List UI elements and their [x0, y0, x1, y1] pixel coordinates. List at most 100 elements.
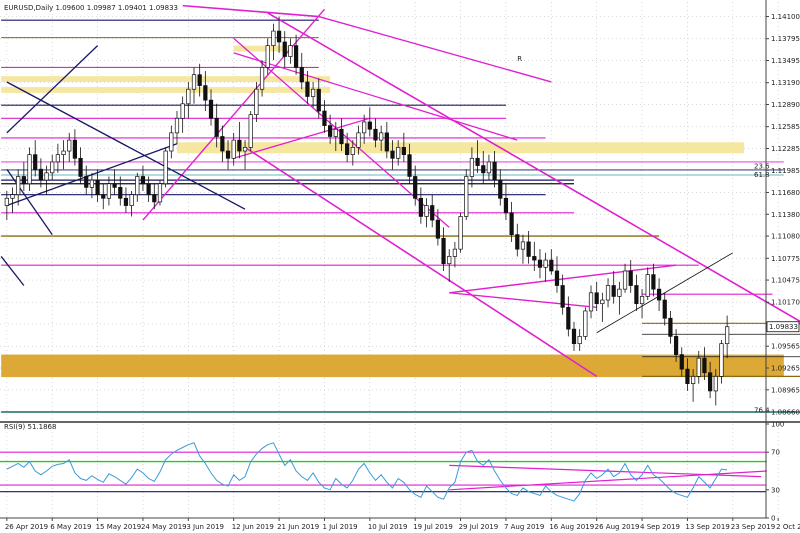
candle-up — [135, 176, 140, 195]
candle-up — [157, 183, 163, 203]
candle-down — [95, 179, 100, 195]
candle-up — [543, 259, 548, 268]
candle-up — [520, 241, 526, 250]
trend-line — [233, 117, 371, 159]
trend-line — [182, 4, 319, 18]
candle-up — [469, 157, 475, 177]
candle-down — [435, 219, 440, 239]
trend-line — [449, 292, 597, 308]
candle-down — [197, 74, 202, 86]
candle-up — [248, 114, 253, 148]
candle-up — [16, 176, 21, 195]
candle-up — [725, 326, 730, 345]
y-tick-label: 1.14100 — [771, 13, 800, 21]
candle-down — [367, 121, 372, 130]
candle-down — [679, 354, 684, 370]
resistance-zone — [176, 142, 745, 154]
candle-up — [55, 154, 60, 163]
candle-up — [259, 67, 265, 90]
x-tick-label: 7 Aug 2019 — [504, 523, 544, 531]
candle-down — [328, 125, 333, 137]
candle-down — [112, 183, 117, 188]
candle-up — [61, 150, 66, 156]
y-tick-label: 1.10475 — [771, 277, 800, 285]
trend-line — [142, 8, 325, 221]
resistance-zone — [233, 45, 291, 52]
candle-up — [288, 45, 293, 57]
y-tick-label: 1.10775 — [771, 255, 800, 263]
candle-up — [458, 216, 463, 250]
candle-down — [78, 157, 83, 177]
candle-up — [356, 132, 361, 148]
candle-up — [379, 132, 384, 141]
candle-down — [123, 197, 129, 206]
x-tick-label: 13 Sep 2019 — [685, 523, 729, 531]
candle-up — [67, 139, 72, 152]
candle-up — [486, 161, 492, 174]
y-tick-label: 1.08660 — [771, 409, 800, 417]
y-tick-label: 1.09265 — [771, 365, 800, 373]
pattern-label: R — [517, 55, 522, 63]
rsi-tick-label: 100 — [771, 421, 784, 429]
candle-up — [424, 205, 429, 217]
candle-down — [299, 67, 304, 83]
candle-down — [203, 85, 208, 101]
x-tick-label: 23 Sep 2019 — [731, 523, 775, 531]
y-tick-label: 1.11080 — [771, 233, 800, 241]
candle-up — [452, 248, 458, 257]
candle-down — [293, 45, 299, 68]
y-tick-label: 1.12585 — [771, 123, 800, 131]
candle-up — [4, 197, 9, 206]
candle-up — [89, 179, 95, 188]
y-tick-label: 1.13795 — [771, 35, 800, 43]
candle-up — [106, 183, 112, 199]
x-tick-label: 26 Aug 2019 — [595, 523, 640, 531]
x-tick-label: 12 Jun 2019 — [232, 523, 274, 531]
symbol-header: EURUSD,Daily 1.09600 1.09987 1.09401 1.0… — [4, 4, 178, 12]
candle-down — [282, 41, 287, 57]
candle-down — [140, 176, 146, 185]
x-tick-label: 1 Jul 2019 — [322, 523, 357, 531]
candle-up — [186, 88, 191, 105]
x-tick-label: 10 Jul 2019 — [368, 523, 408, 531]
candle-down — [492, 161, 497, 181]
resistance-zone — [1, 76, 331, 82]
y-tick-label: 1.12890 — [771, 101, 800, 109]
candle-down — [305, 81, 310, 97]
candle-up — [44, 172, 49, 181]
horizontal-levels — [1, 19, 800, 413]
y-tick-label: 1.11680 — [771, 189, 800, 197]
candle-down — [662, 299, 667, 319]
current-price-label: 1.09833 — [769, 323, 798, 331]
fib-label: 76.4 — [754, 407, 770, 415]
candle-up — [639, 296, 645, 305]
x-tick-label: 24 May 2019 — [141, 523, 187, 531]
candle-up — [163, 150, 168, 185]
y-tick-label: 1.11985 — [771, 167, 800, 175]
candle-down — [384, 132, 389, 152]
trend-line — [0, 256, 25, 286]
candle-up — [129, 194, 134, 206]
candle-up — [169, 132, 174, 152]
rsi-tick-label: 70 — [771, 449, 780, 457]
candle-up — [622, 270, 628, 290]
candle-up — [265, 45, 270, 68]
trend-line — [6, 81, 246, 210]
candle-down — [407, 154, 412, 177]
y-tick-label: 1.13495 — [771, 57, 800, 65]
candle-down — [537, 259, 543, 268]
candle-up — [645, 274, 650, 297]
candle-up — [713, 376, 718, 392]
candle-down — [668, 317, 673, 337]
candle-up — [310, 88, 316, 97]
candle-down — [339, 128, 344, 145]
y-tick-label: 1.09565 — [771, 343, 800, 351]
candle-up — [362, 121, 367, 134]
candle-down — [72, 139, 78, 159]
rsi-panel — [0, 421, 800, 502]
candle-down — [373, 128, 378, 141]
fib-label: 23.6 — [754, 162, 770, 170]
candle-down — [322, 110, 327, 126]
candle-down — [549, 259, 554, 272]
